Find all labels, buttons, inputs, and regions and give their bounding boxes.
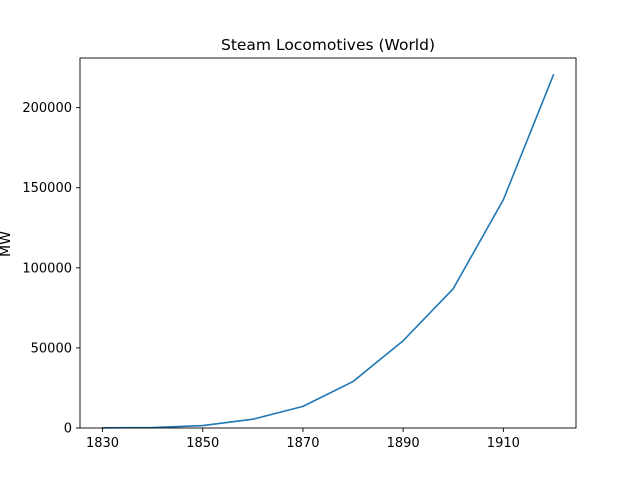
x-tick-label-1870: 1870: [286, 436, 319, 451]
y-axis-label: MW: [0, 231, 14, 257]
x-tick-label-1910: 1910: [487, 436, 520, 451]
y-tick-label-200000: 200000: [22, 101, 72, 116]
series-line-0: [101, 74, 555, 429]
x-tick-label-1830: 1830: [86, 436, 119, 451]
y-tick-label-150000: 150000: [22, 181, 72, 196]
plot-frame: [79, 57, 577, 429]
y-tick-label-50000: 50000: [31, 341, 72, 356]
y-tick-label-100000: 100000: [22, 261, 72, 276]
x-tick-label-1890: 1890: [387, 436, 420, 451]
y-tick-label-0: 0: [64, 422, 72, 437]
plot-area: 1830 1850 1870 1890 1910 0 50000 100000 150000 20…: [22, 57, 577, 451]
x-tick-label-1850: 1850: [186, 436, 219, 451]
chart-title: Steam Locomotives (World): [221, 36, 435, 54]
